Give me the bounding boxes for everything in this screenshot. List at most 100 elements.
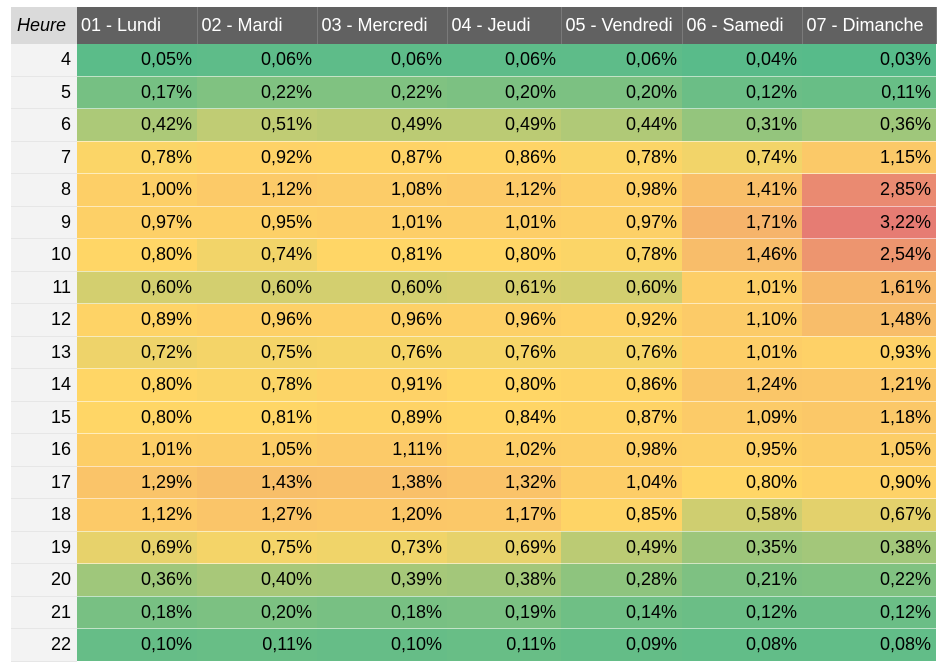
- hour-cell[interactable]: 13: [11, 336, 77, 369]
- percentage-cell[interactable]: 1,02%: [447, 433, 561, 467]
- percentage-cell[interactable]: 0,14%: [561, 596, 682, 629]
- percentage-cell[interactable]: 0,97%: [561, 206, 682, 239]
- percentage-cell[interactable]: 1,10%: [682, 303, 802, 337]
- percentage-cell[interactable]: 0,60%: [197, 271, 317, 304]
- percentage-cell[interactable]: 1,08%: [317, 173, 447, 207]
- percentage-cell[interactable]: 0,73%: [317, 531, 447, 564]
- percentage-cell[interactable]: 0,51%: [197, 108, 317, 142]
- percentage-cell[interactable]: 0,78%: [561, 238, 682, 272]
- hour-cell[interactable]: 11: [11, 271, 77, 304]
- hour-cell[interactable]: 21: [11, 596, 77, 629]
- percentage-cell[interactable]: 0,92%: [561, 303, 682, 337]
- percentage-cell[interactable]: 0,74%: [682, 141, 802, 174]
- hour-cell[interactable]: 18: [11, 498, 77, 532]
- percentage-cell[interactable]: 0,08%: [802, 628, 936, 662]
- percentage-cell[interactable]: 0,93%: [802, 336, 936, 369]
- percentage-cell[interactable]: 3,22%: [802, 206, 936, 239]
- percentage-cell[interactable]: 0,10%: [77, 628, 197, 662]
- hour-cell[interactable]: 20: [11, 563, 77, 597]
- percentage-cell[interactable]: 1,46%: [682, 238, 802, 272]
- hour-cell[interactable]: 15: [11, 401, 77, 434]
- percentage-cell[interactable]: 0,22%: [197, 76, 317, 109]
- percentage-cell[interactable]: 0,72%: [77, 336, 197, 369]
- percentage-cell[interactable]: 0,91%: [317, 368, 447, 402]
- percentage-cell[interactable]: 1,20%: [317, 498, 447, 532]
- percentage-cell[interactable]: 0,20%: [197, 596, 317, 629]
- hour-cell[interactable]: 10: [11, 238, 77, 272]
- percentage-cell[interactable]: 1,12%: [197, 173, 317, 207]
- hour-cell[interactable]: 4: [11, 44, 77, 77]
- percentage-cell[interactable]: 1,01%: [682, 336, 802, 369]
- percentage-cell[interactable]: 0,78%: [77, 141, 197, 174]
- percentage-cell[interactable]: 0,35%: [682, 531, 802, 564]
- percentage-cell[interactable]: 0,87%: [317, 141, 447, 174]
- percentage-cell[interactable]: 0,18%: [317, 596, 447, 629]
- percentage-cell[interactable]: 1,04%: [561, 466, 682, 499]
- percentage-cell[interactable]: 0,86%: [561, 368, 682, 402]
- percentage-cell[interactable]: 1,15%: [802, 141, 936, 174]
- percentage-cell[interactable]: 0,96%: [447, 303, 561, 337]
- percentage-cell[interactable]: 0,75%: [197, 336, 317, 369]
- percentage-cell[interactable]: 0,03%: [802, 44, 936, 77]
- percentage-cell[interactable]: 0,60%: [77, 271, 197, 304]
- percentage-cell[interactable]: 0,10%: [317, 628, 447, 662]
- column-header-day[interactable]: 01 - Lundi: [77, 7, 198, 44]
- percentage-cell[interactable]: 1,27%: [197, 498, 317, 532]
- percentage-cell[interactable]: 0,81%: [317, 238, 447, 272]
- percentage-cell[interactable]: 0,20%: [447, 76, 561, 109]
- percentage-cell[interactable]: 1,05%: [802, 433, 936, 467]
- percentage-cell[interactable]: 0,80%: [682, 466, 802, 499]
- percentage-cell[interactable]: 0,06%: [197, 44, 317, 77]
- percentage-cell[interactable]: 0,97%: [77, 206, 197, 239]
- percentage-cell[interactable]: 0,49%: [447, 108, 561, 142]
- percentage-cell[interactable]: 0,39%: [317, 563, 447, 597]
- percentage-cell[interactable]: 1,43%: [197, 466, 317, 499]
- percentage-cell[interactable]: 0,12%: [682, 596, 802, 629]
- percentage-cell[interactable]: 0,20%: [561, 76, 682, 109]
- percentage-cell[interactable]: 0,11%: [197, 628, 317, 662]
- percentage-cell[interactable]: 0,04%: [682, 44, 802, 77]
- percentage-cell[interactable]: 0,98%: [561, 173, 682, 207]
- percentage-cell[interactable]: 0,87%: [561, 401, 682, 434]
- percentage-cell[interactable]: 0,36%: [77, 563, 197, 597]
- percentage-cell[interactable]: 0,38%: [802, 531, 936, 564]
- percentage-cell[interactable]: 0,89%: [77, 303, 197, 337]
- percentage-cell[interactable]: 0,84%: [447, 401, 561, 434]
- percentage-cell[interactable]: 0,42%: [77, 108, 197, 142]
- percentage-cell[interactable]: 0,44%: [561, 108, 682, 142]
- percentage-cell[interactable]: 0,36%: [802, 108, 936, 142]
- percentage-cell[interactable]: 2,85%: [802, 173, 936, 207]
- percentage-cell[interactable]: 0,05%: [77, 44, 197, 77]
- percentage-cell[interactable]: 1,05%: [197, 433, 317, 467]
- percentage-cell[interactable]: 0,78%: [561, 141, 682, 174]
- percentage-cell[interactable]: 0,95%: [197, 206, 317, 239]
- percentage-cell[interactable]: 1,38%: [317, 466, 447, 499]
- percentage-cell[interactable]: 0,92%: [197, 141, 317, 174]
- percentage-cell[interactable]: 0,40%: [197, 563, 317, 597]
- percentage-cell[interactable]: 0,31%: [682, 108, 802, 142]
- percentage-cell[interactable]: 0,69%: [447, 531, 561, 564]
- percentage-cell[interactable]: 1,18%: [802, 401, 936, 434]
- hour-cell[interactable]: 9: [11, 206, 77, 239]
- percentage-cell[interactable]: 2,54%: [802, 238, 936, 272]
- percentage-cell[interactable]: 0,80%: [447, 238, 561, 272]
- percentage-cell[interactable]: 1,32%: [447, 466, 561, 499]
- hour-cell[interactable]: 19: [11, 531, 77, 564]
- percentage-cell[interactable]: 1,12%: [447, 173, 561, 207]
- percentage-cell[interactable]: 0,12%: [682, 76, 802, 109]
- percentage-cell[interactable]: 0,95%: [682, 433, 802, 467]
- percentage-cell[interactable]: 0,09%: [561, 628, 682, 662]
- percentage-cell[interactable]: 0,80%: [77, 368, 197, 402]
- percentage-cell[interactable]: 0,18%: [77, 596, 197, 629]
- percentage-cell[interactable]: 0,49%: [561, 531, 682, 564]
- percentage-cell[interactable]: 0,80%: [447, 368, 561, 402]
- percentage-cell[interactable]: 0,08%: [682, 628, 802, 662]
- percentage-cell[interactable]: 1,24%: [682, 368, 802, 402]
- percentage-cell[interactable]: 0,78%: [197, 368, 317, 402]
- percentage-cell[interactable]: 0,22%: [802, 563, 936, 597]
- percentage-cell[interactable]: 0,75%: [197, 531, 317, 564]
- percentage-cell[interactable]: 0,96%: [317, 303, 447, 337]
- percentage-cell[interactable]: 1,29%: [77, 466, 197, 499]
- percentage-cell[interactable]: 0,96%: [197, 303, 317, 337]
- percentage-cell[interactable]: 0,49%: [317, 108, 447, 142]
